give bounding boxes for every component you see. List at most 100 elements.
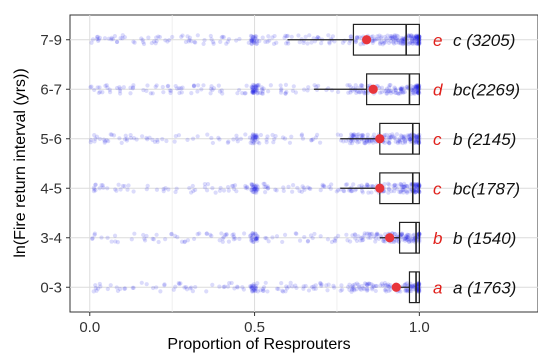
data-point: [254, 286, 259, 291]
data-point: [354, 35, 359, 40]
data-point: [413, 136, 418, 141]
data-point: [402, 184, 408, 189]
data-point: [250, 34, 256, 40]
data-point: [409, 236, 414, 241]
data-point: [374, 283, 379, 289]
data-point: [251, 90, 256, 96]
data-point: [301, 286, 306, 291]
data-point: [234, 38, 239, 43]
data-point: [411, 39, 417, 44]
data-point: [192, 39, 197, 45]
data-point: [251, 139, 256, 144]
data-point: [204, 289, 209, 294]
data-point: [299, 133, 304, 138]
data-point: [254, 39, 260, 44]
data-point: [351, 285, 356, 290]
data-point: [253, 134, 258, 139]
data-point: [408, 133, 413, 138]
data-point: [191, 83, 197, 88]
data-point: [309, 40, 314, 45]
data-point: [293, 90, 298, 95]
data-point: [251, 34, 256, 40]
data-point: [155, 137, 160, 143]
data-point: [195, 33, 200, 38]
data-point: [387, 89, 392, 94]
data-point: [365, 286, 370, 291]
data-point: [413, 134, 418, 139]
data-point: [305, 41, 310, 46]
data-point: [365, 281, 371, 286]
data-point: [255, 234, 260, 239]
data-point: [362, 281, 368, 286]
data-point: [115, 240, 120, 245]
data-point: [359, 188, 365, 194]
data-point: [392, 38, 397, 43]
data-point: [394, 90, 399, 96]
significance-letter: a: [433, 278, 442, 297]
data-point: [252, 186, 258, 191]
data-point: [210, 282, 215, 287]
data-point: [305, 88, 310, 93]
data-point: [265, 186, 270, 191]
data-point: [260, 91, 265, 96]
data-point: [303, 34, 308, 39]
data-point: [141, 87, 146, 93]
data-point: [233, 236, 238, 241]
data-point: [351, 287, 357, 292]
data-point: [193, 40, 198, 45]
data-point: [260, 286, 266, 292]
data-point: [282, 232, 288, 237]
data-point: [372, 37, 377, 42]
data-point: [412, 36, 417, 41]
data-point: [364, 138, 369, 143]
data-point: [367, 139, 372, 144]
data-point: [352, 288, 357, 293]
data-point: [173, 284, 178, 289]
data-point: [407, 137, 413, 142]
data-point: [131, 189, 136, 194]
data-point: [382, 288, 388, 293]
data-point: [357, 35, 362, 40]
data-point: [392, 182, 397, 188]
data-point: [301, 40, 306, 46]
data-point: [349, 189, 354, 194]
data-point: [414, 84, 419, 89]
data-point: [354, 281, 360, 286]
data-point: [413, 41, 418, 46]
data-point: [357, 284, 362, 289]
data-point: [279, 86, 284, 92]
data-point: [411, 233, 416, 238]
data-point: [371, 38, 376, 43]
data-point: [404, 84, 409, 90]
data-point: [179, 90, 184, 95]
data-point: [211, 86, 217, 91]
data-point: [396, 38, 401, 43]
data-point: [400, 187, 406, 192]
data-point: [384, 132, 389, 137]
data-point: [393, 139, 398, 144]
data-point: [392, 135, 397, 140]
data-point: [290, 88, 295, 93]
data-point: [226, 139, 231, 144]
data-point: [373, 283, 378, 289]
data-point: [403, 189, 409, 194]
data-point: [186, 39, 191, 44]
data-point: [410, 284, 415, 290]
data-point: [231, 234, 237, 239]
data-point: [267, 38, 272, 43]
data-point: [398, 41, 403, 46]
data-point: [373, 288, 378, 294]
data-point: [399, 232, 404, 237]
data-point: [268, 83, 273, 88]
data-point: [143, 238, 148, 243]
data-point: [153, 84, 158, 89]
data-point: [114, 188, 119, 193]
significance-letter: c: [433, 179, 442, 198]
data-point: [345, 284, 351, 290]
data-point: [147, 135, 152, 140]
data-point: [280, 135, 286, 140]
data-point: [412, 36, 417, 41]
data-point: [319, 41, 324, 46]
data-point: [116, 182, 121, 187]
